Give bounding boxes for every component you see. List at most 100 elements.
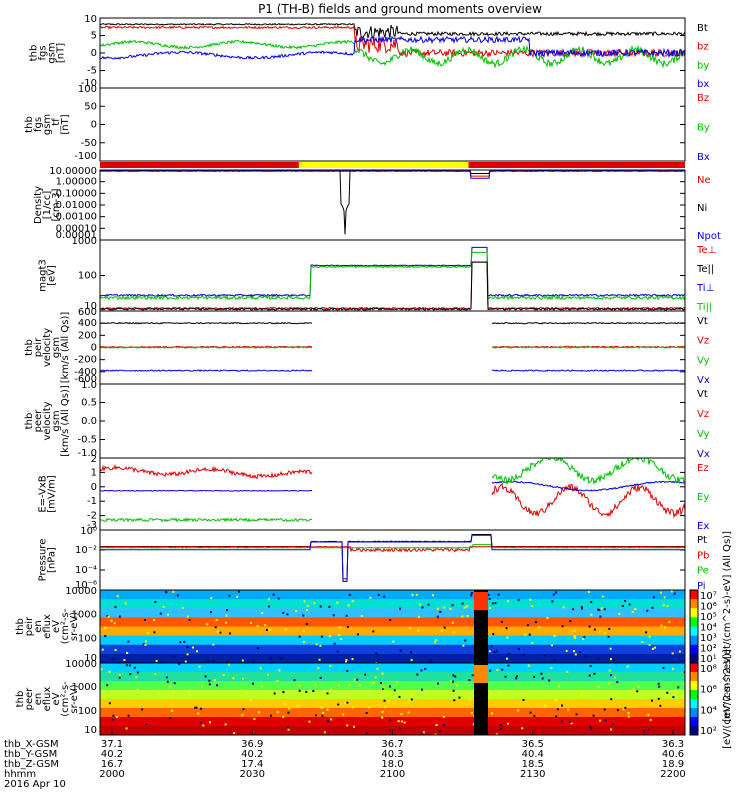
heatmap-cell [515, 677, 518, 680]
legend-entry: Vx [697, 449, 710, 460]
heatmap-cell [348, 593, 351, 596]
y-tick-label: 100 [78, 271, 97, 282]
heatmap-cell [499, 723, 502, 726]
y-axis-label: (cm²-s- [60, 681, 71, 717]
heatmap-cell [199, 707, 202, 710]
series-line [100, 261, 685, 310]
heatmap-cell [422, 731, 425, 734]
heatmap-cell [581, 607, 584, 610]
y-axis-label: [nT] [56, 43, 67, 63]
heatmap-cell [118, 673, 121, 676]
heatmap-cell [634, 608, 637, 611]
x-tick-label: 36.7 [381, 739, 403, 750]
y-axis-label: velocity [42, 401, 53, 440]
heatmap-cell [337, 703, 340, 706]
heatmap-cell [561, 720, 564, 723]
y-tick-label: 1000 [72, 609, 97, 620]
panel-frame [99, 383, 686, 459]
y-tick-label: 1 [91, 467, 97, 478]
heatmap-cell [677, 686, 680, 689]
heatmap-band [100, 708, 685, 718]
y-axis-label: fgs [38, 45, 49, 60]
colorbar-tick-label: 10⁷ [700, 591, 717, 602]
heatmap-cell [643, 730, 646, 733]
heatmap-cell [649, 718, 652, 721]
heatmap-cell [540, 672, 543, 675]
heatmap-cell [182, 606, 185, 609]
heatmap-cell [454, 675, 457, 678]
heatmap-cell [346, 670, 349, 673]
heatmap-cell [507, 664, 510, 667]
x-axis: thb_X-GSM 37.1 36.9 36.7 36.5 36.3 thb_Y-GSM 40… [4, 730, 686, 790]
heatmap-cell [208, 683, 211, 686]
heatmap-cell [333, 642, 336, 645]
plot-area-density [100, 170, 685, 235]
heatmap-cell [195, 706, 198, 709]
heatmap-cell [229, 632, 232, 635]
legend-entry: Te⊥ [696, 245, 716, 256]
heatmap-cell [384, 706, 387, 709]
x-tick-label: 16.7 [101, 759, 123, 770]
heatmap-cell [113, 622, 116, 625]
x-tick-label: 18.9 [662, 759, 684, 770]
legend-entry: Bz [697, 93, 709, 104]
y-axis-label: Density [33, 186, 44, 224]
heatmap-cell [259, 667, 262, 670]
heatmap-cell [470, 712, 473, 715]
heatmap-cell [555, 591, 558, 594]
legend-entry: bx [697, 79, 709, 90]
heatmap-cell [188, 618, 191, 621]
heatmap-band [100, 663, 685, 673]
colorbar-cell [690, 608, 698, 618]
y-tick-label: 10.00000 [49, 166, 97, 177]
heatmap-cell [379, 681, 382, 684]
heatmap-cell [165, 676, 168, 679]
y-tick-label: -5 [87, 66, 97, 77]
heatmap-cell [287, 728, 290, 731]
panel-peer_vel: 1.0 0.5 0.0 -0.5 -1.0 thbpeervelocitygsm[km/s… [24, 380, 710, 460]
heatmap-cell [610, 728, 613, 731]
plot-area-pressure [100, 534, 685, 582]
heatmap-cell [115, 716, 118, 719]
y-tick-label: 100 [78, 84, 97, 95]
heatmap-cell [267, 605, 270, 608]
heatmap-cell [382, 687, 385, 690]
heatmap-cell [442, 715, 445, 718]
heatmap-cell [326, 692, 329, 695]
plot-area-peir_vel [100, 321, 685, 372]
heatmap-cell [421, 660, 424, 663]
heatmap-cell [197, 712, 200, 715]
y-tick-label: 1000 [72, 236, 97, 247]
heatmap-cell [252, 660, 255, 663]
legend-entry: Pb [697, 550, 709, 561]
plot-area-fgs [100, 22, 685, 69]
heatmap-cell [347, 604, 350, 607]
heatmap-cell [451, 680, 454, 683]
heatmap-cell [582, 638, 585, 641]
heatmap-cell [114, 606, 117, 609]
heatmap-cell [471, 674, 474, 677]
heatmap-cell [377, 593, 380, 596]
colorbar-frame [689, 662, 699, 736]
panel-peir_en: 10000 1000 100 10 thbpeirenefluxeV(cm²-s-sr-… [15, 586, 686, 664]
legend-entry: Vt [697, 316, 708, 327]
colorbar-cell [690, 644, 698, 655]
heatmap-cell [388, 729, 391, 732]
x-row-label: thb_Z-GSM [4, 759, 59, 770]
heatmap-cell [464, 639, 467, 642]
mode-segment [100, 162, 299, 168]
heatmap-cell [112, 718, 115, 721]
heatmap-cell [548, 679, 551, 682]
heatmap-cell [306, 605, 309, 608]
heatmap-cell [111, 658, 114, 661]
heatmap-cell [647, 728, 650, 731]
series-line [100, 321, 313, 325]
colorbar-cell [690, 617, 698, 627]
heatmap-cell [298, 685, 301, 688]
heatmap-cell [265, 628, 268, 631]
heatmap-cell [125, 664, 128, 667]
heatmap-cell [417, 615, 420, 618]
heatmap-cell [256, 647, 259, 650]
x-tick-label: 36.3 [662, 739, 684, 750]
